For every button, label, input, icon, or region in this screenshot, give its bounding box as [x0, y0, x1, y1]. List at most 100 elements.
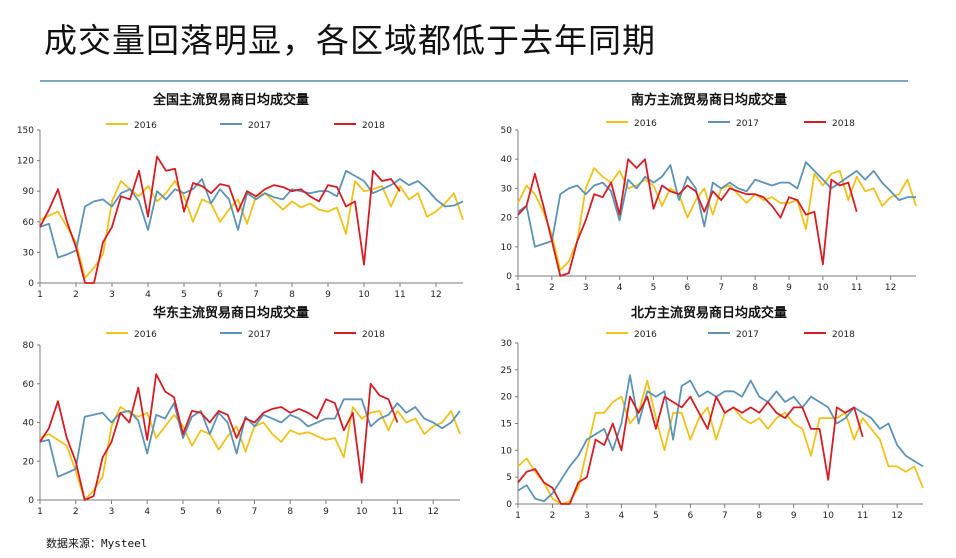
series-line-2017 — [39, 398, 461, 478]
x-tick-label: 7 — [722, 511, 728, 521]
series-line-2018 — [517, 158, 858, 277]
x-tick-label: 10 — [356, 507, 368, 517]
x-tick-label: 5 — [651, 283, 657, 293]
y-tick-label: 90 — [23, 187, 35, 197]
y-tick-label: 30 — [501, 339, 513, 349]
x-tick-label: 10 — [817, 283, 829, 293]
x-tick-label: 9 — [791, 511, 797, 521]
x-tick-label: 5 — [653, 511, 659, 521]
x-tick-label: 11 — [857, 511, 868, 521]
x-tick-label: 2 — [73, 290, 79, 300]
x-tick-label: 3 — [109, 290, 115, 300]
y-tick-label: 30 — [501, 184, 513, 194]
series-line-2017 — [517, 374, 924, 503]
chart-title: 华东主流贸易商日均成交量 — [153, 305, 309, 321]
x-tick-label: 2 — [550, 511, 556, 521]
y-tick-label: 20 — [501, 214, 513, 224]
x-tick-label: 8 — [289, 290, 295, 300]
legend-label-2018: 2018 — [832, 330, 855, 340]
y-tick-label: 120 — [17, 157, 34, 167]
x-tick-label: 7 — [252, 507, 258, 517]
x-tick-label: 1 — [37, 290, 43, 300]
series-line-2018 — [517, 395, 864, 505]
x-tick-label: 8 — [287, 507, 293, 517]
series-line-2016 — [39, 180, 464, 279]
y-tick-label: 20 — [23, 457, 35, 467]
x-tick-label: 5 — [181, 290, 187, 300]
y-tick-label: 10 — [501, 243, 513, 253]
x-tick-label: 8 — [756, 511, 762, 521]
series-line-2016 — [39, 406, 461, 501]
x-tick-label: 12 — [427, 507, 438, 517]
x-tick-label: 4 — [617, 283, 623, 293]
y-tick-label: 40 — [501, 155, 513, 165]
y-tick-label: 15 — [501, 420, 512, 430]
y-tick-label: 0 — [28, 279, 34, 289]
x-tick-label: 4 — [145, 290, 151, 300]
x-tick-label: 3 — [584, 511, 590, 521]
x-tick-label: 1 — [515, 511, 521, 521]
series-line-2016 — [517, 167, 917, 272]
series-line-2018 — [39, 155, 401, 284]
y-tick-label: 5 — [506, 473, 512, 483]
x-tick-label: 6 — [687, 511, 693, 521]
page-title: 成交量回落明显，各区域都低于去年同期 — [44, 21, 656, 60]
x-tick-label: 3 — [583, 283, 589, 293]
y-tick-label: 0 — [506, 500, 512, 510]
series-line-2016 — [517, 379, 924, 505]
x-tick-label: 8 — [752, 283, 758, 293]
y-tick-label: 0 — [506, 272, 512, 282]
chart-title: 全国主流贸易商日均成交量 — [152, 92, 309, 108]
x-tick-label: 11 — [851, 283, 862, 293]
chart-title: 北方主流贸易商日均成交量 — [631, 305, 787, 321]
y-tick-label: 30 — [23, 248, 35, 258]
x-tick-label: 4 — [144, 507, 150, 517]
y-tick-label: 40 — [23, 419, 35, 429]
y-tick-label: 80 — [23, 341, 35, 351]
legend-label-2018: 2018 — [832, 119, 855, 129]
x-tick-label: 11 — [394, 290, 405, 300]
legend-label-2016: 2016 — [634, 119, 657, 129]
x-tick-label: 12 — [891, 511, 902, 521]
y-tick-label: 60 — [23, 380, 35, 390]
x-tick-label: 12 — [430, 290, 441, 300]
x-tick-label: 1 — [515, 283, 521, 293]
y-tick-label: 20 — [501, 393, 513, 403]
x-tick-label: 2 — [73, 507, 79, 517]
series-line-2017 — [39, 169, 464, 259]
legend-label-2018: 2018 — [362, 121, 385, 131]
x-tick-label: 10 — [822, 511, 834, 521]
x-tick-label: 1 — [37, 507, 43, 517]
legend-label-2017: 2017 — [736, 330, 759, 340]
x-tick-label: 6 — [684, 283, 690, 293]
y-tick-label: 150 — [17, 126, 34, 136]
x-tick-label: 7 — [718, 283, 724, 293]
y-tick-label: 10 — [501, 446, 513, 456]
chart-title: 南方主流贸易商日均成交量 — [631, 92, 787, 108]
x-tick-label: 5 — [180, 507, 186, 517]
y-tick-label: 60 — [23, 218, 35, 228]
legend-label-2018: 2018 — [362, 330, 385, 340]
source-note: 数据来源：Mysteel — [46, 537, 148, 550]
x-tick-label: 9 — [786, 283, 792, 293]
x-tick-label: 2 — [549, 283, 555, 293]
legend-label-2016: 2016 — [134, 330, 157, 340]
legend-label-2016: 2016 — [634, 330, 657, 340]
x-tick-label: 12 — [885, 283, 896, 293]
x-tick-label: 6 — [216, 507, 222, 517]
y-tick-label: 50 — [501, 126, 513, 136]
x-tick-label: 10 — [358, 290, 370, 300]
x-tick-label: 11 — [392, 507, 403, 517]
legend-label-2017: 2017 — [248, 121, 271, 131]
legend-label-2016: 2016 — [134, 121, 157, 131]
series-line-2017 — [517, 161, 916, 248]
x-tick-label: 9 — [323, 507, 329, 517]
title-divider — [40, 80, 908, 82]
y-tick-label: 0 — [28, 496, 34, 506]
series-line-2018 — [39, 373, 399, 501]
x-tick-label: 4 — [619, 511, 625, 521]
